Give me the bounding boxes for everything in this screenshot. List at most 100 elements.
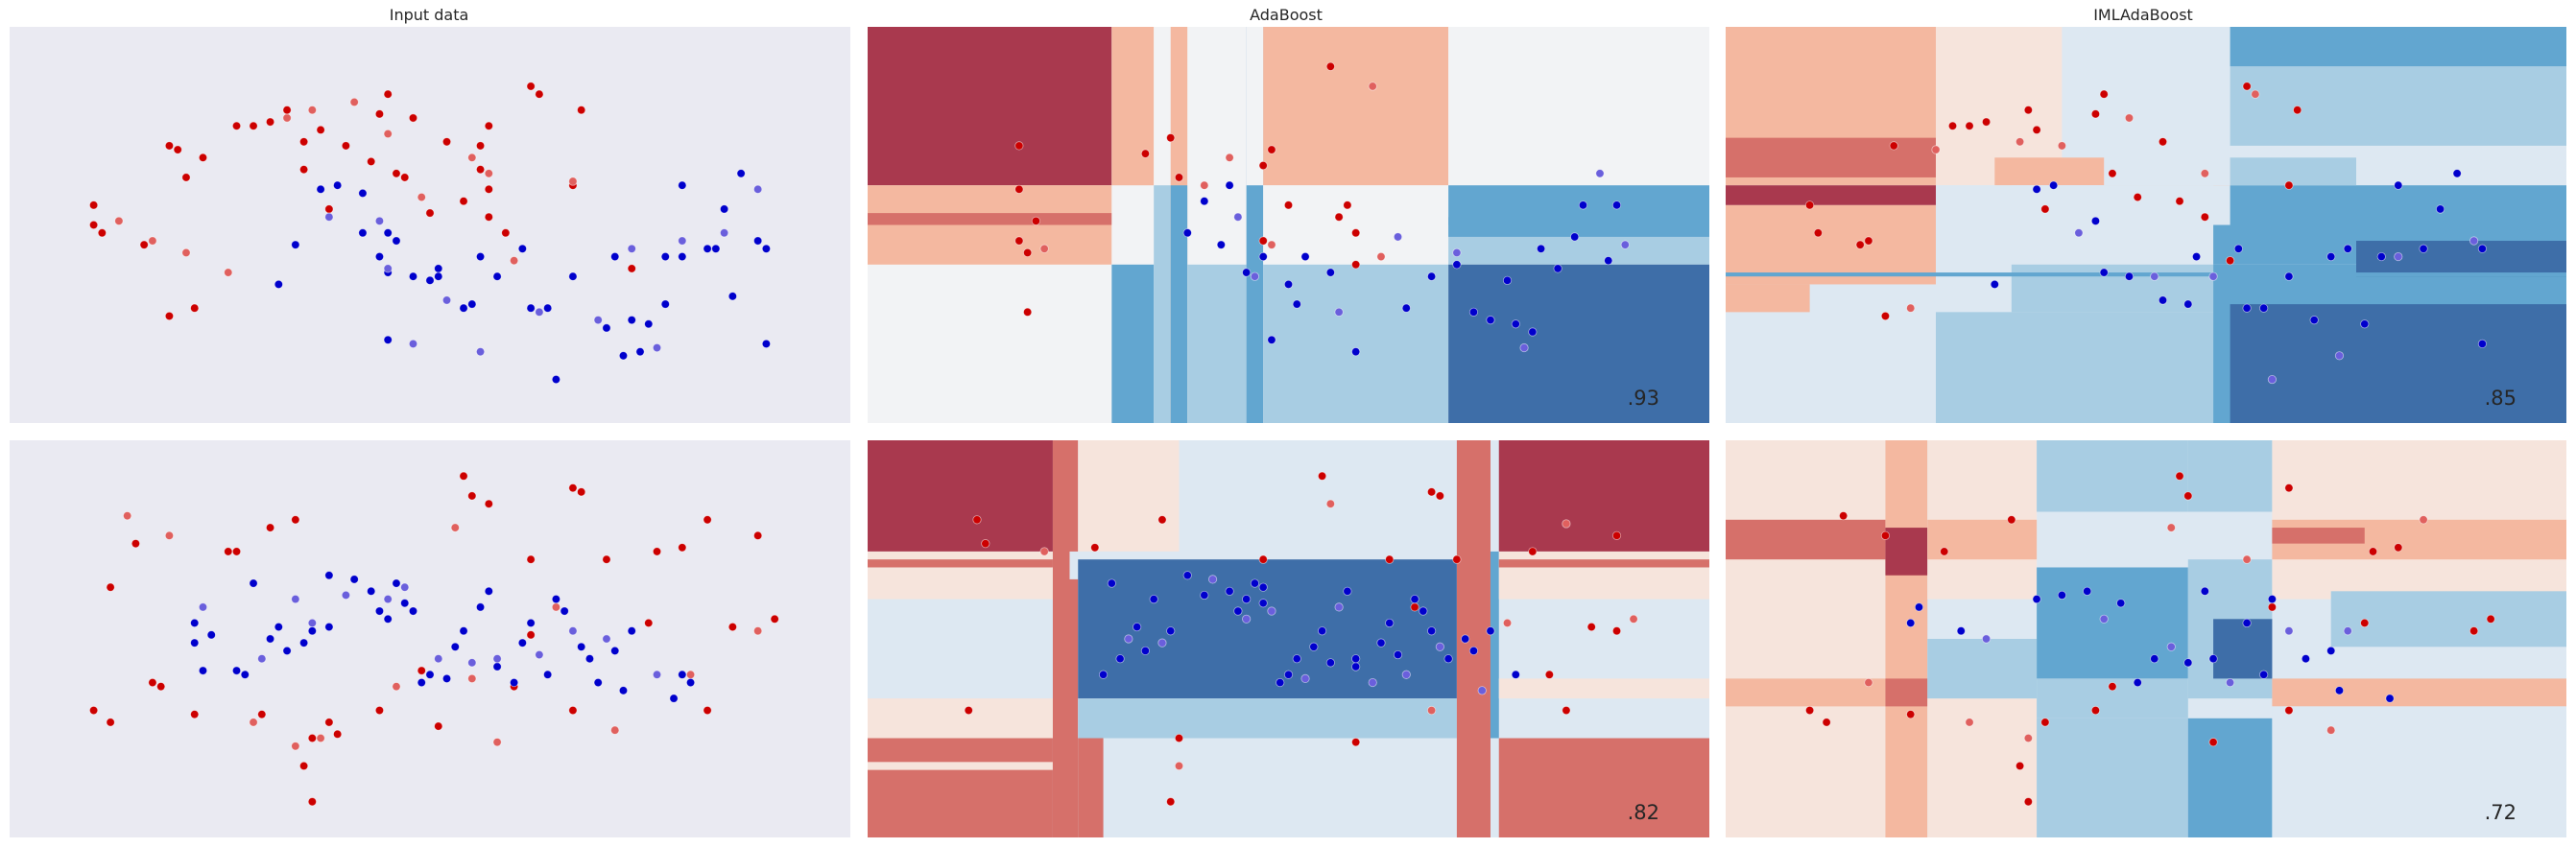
data-point-blue [383, 614, 393, 624]
data-point-red [1351, 260, 1361, 270]
data-point-blue [434, 654, 443, 664]
data-point-blue [1401, 670, 1411, 679]
decision-region [868, 698, 1053, 739]
data-point-red [602, 554, 611, 564]
data-point-red [106, 582, 115, 592]
data-point-blue [492, 662, 502, 671]
decision-region [2272, 706, 2566, 837]
data-point-blue [2334, 686, 2345, 695]
data-point-red [475, 141, 486, 151]
data-point-blue [198, 666, 208, 675]
data-point-red [770, 614, 779, 624]
data-point-red [1258, 236, 1268, 246]
data-point-blue [2267, 594, 2277, 604]
data-point-blue [257, 654, 267, 664]
data-point-red [2326, 725, 2336, 735]
data-point-blue [627, 316, 636, 325]
data-point-blue [2099, 268, 2109, 277]
data-point-blue [1325, 658, 1335, 668]
data-point-red [291, 515, 300, 525]
data-point-blue [2301, 654, 2311, 664]
data-point-blue [231, 666, 242, 675]
data-point-blue [2436, 204, 2445, 214]
data-point-blue [2057, 590, 2066, 601]
data-point-blue [1981, 634, 1992, 644]
data-point-red [307, 797, 317, 807]
data-point-blue [1140, 646, 1151, 656]
data-point-red [467, 673, 477, 684]
data-point-red [1325, 499, 1335, 508]
data-point-red [282, 113, 292, 123]
panel-0-0 [10, 27, 850, 423]
plot-area [868, 440, 1709, 837]
data-point-blue [551, 594, 561, 604]
data-point-blue [1292, 299, 1301, 309]
data-point-blue [2074, 228, 2084, 238]
data-point-red [1813, 228, 1823, 238]
data-point-blue [341, 590, 350, 601]
decision-region [1490, 551, 1499, 739]
data-point-red [89, 220, 99, 230]
data-point-red [1258, 554, 1268, 564]
data-point-blue [2477, 339, 2487, 348]
data-point-blue [509, 677, 519, 688]
data-point-blue [1258, 599, 1268, 608]
data-point-blue [1511, 319, 1520, 329]
decision-region [1154, 185, 1171, 423]
data-point-blue [2049, 180, 2059, 190]
data-point-red [164, 141, 175, 151]
data-point-red [2368, 547, 2378, 556]
data-point-blue [1207, 575, 1218, 584]
data-point-red [2057, 141, 2066, 151]
data-point-blue [1351, 347, 1361, 357]
data-point-red [484, 169, 493, 178]
data-point-red [2007, 515, 2016, 525]
column-title-input-data: Input data [390, 6, 469, 24]
decision-region [2037, 440, 2188, 512]
data-point-blue [2394, 180, 2403, 190]
data-point-red [2394, 543, 2403, 553]
decision-region [1726, 519, 1886, 560]
data-point-blue [761, 339, 772, 348]
data-point-blue [652, 670, 662, 679]
data-point-red [1562, 705, 1571, 716]
data-point-red [298, 165, 309, 175]
data-point-red [459, 197, 468, 206]
data-point-blue [1604, 256, 1613, 266]
data-point-blue [1435, 642, 1444, 651]
data-point-blue [1182, 228, 1192, 238]
data-point-red [1981, 117, 1992, 127]
decision-region [1111, 27, 1155, 186]
data-point-red [1039, 244, 1049, 253]
data-point-red [164, 530, 175, 540]
column-titles: Input data AdaBoost IMLAdaBoost [390, 6, 2193, 24]
data-point-blue [678, 251, 687, 262]
data-point-red [526, 554, 536, 564]
decision-region [1726, 272, 2566, 277]
data-point-blue [392, 578, 401, 588]
decision-region [2272, 528, 2365, 544]
data-point-blue [2133, 677, 2142, 688]
data-point-blue [1419, 606, 1428, 616]
data-point-blue [1468, 646, 1479, 656]
data-point-blue [1200, 197, 1209, 206]
decision-region [2213, 619, 2273, 679]
data-point-blue [2343, 244, 2352, 253]
column-title-imladaboost: IMLAdaBoost [2093, 6, 2193, 24]
data-point-red [1385, 554, 1395, 564]
data-point-blue [367, 586, 376, 596]
data-point-blue [2284, 626, 2294, 636]
data-point-red [2208, 738, 2218, 747]
data-point-red [484, 184, 493, 194]
data-point-blue [274, 622, 283, 632]
data-point-red [526, 82, 536, 91]
data-point-blue [1225, 180, 1234, 190]
data-point-red [1544, 670, 1554, 679]
data-point-blue [560, 606, 569, 616]
data-point-red [753, 626, 763, 636]
data-point-red [181, 173, 191, 182]
data-point-red [2226, 256, 2235, 266]
data-point-blue [1283, 279, 1294, 290]
data-point-red [298, 137, 309, 147]
data-point-red [434, 721, 443, 731]
